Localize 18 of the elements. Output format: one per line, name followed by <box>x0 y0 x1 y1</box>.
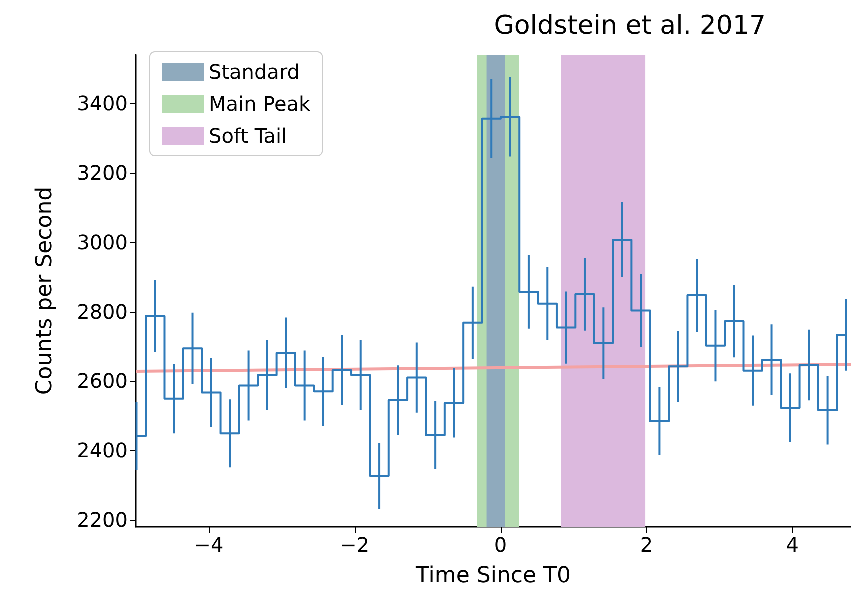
y-tick-label: 3000 <box>77 230 128 254</box>
legend-label: Standard <box>209 60 300 84</box>
legend-label: Soft Tail <box>209 124 288 148</box>
y-axis-title: Counts per Second <box>32 186 58 396</box>
y-tick-label: 3200 <box>77 161 128 185</box>
x-tick-label: 2 <box>640 533 654 557</box>
x-tick-label: −2 <box>340 533 370 557</box>
legend-label: Main Peak <box>209 92 312 116</box>
y-tick-label: 2800 <box>77 300 128 324</box>
x-axis-title: Time Since T0 <box>415 564 571 588</box>
x-tick-label: 0 <box>494 533 508 557</box>
y-tick-label: 3400 <box>77 92 128 116</box>
y-tick-label: 2400 <box>77 438 128 463</box>
chart-title: Goldstein et al. 2017 <box>494 11 766 41</box>
y-tick-label: 2200 <box>77 508 128 532</box>
y-tick-label: 2600 <box>77 369 128 394</box>
x-tick-label: −4 <box>194 533 224 557</box>
x-tick-label: 4 <box>786 533 799 557</box>
